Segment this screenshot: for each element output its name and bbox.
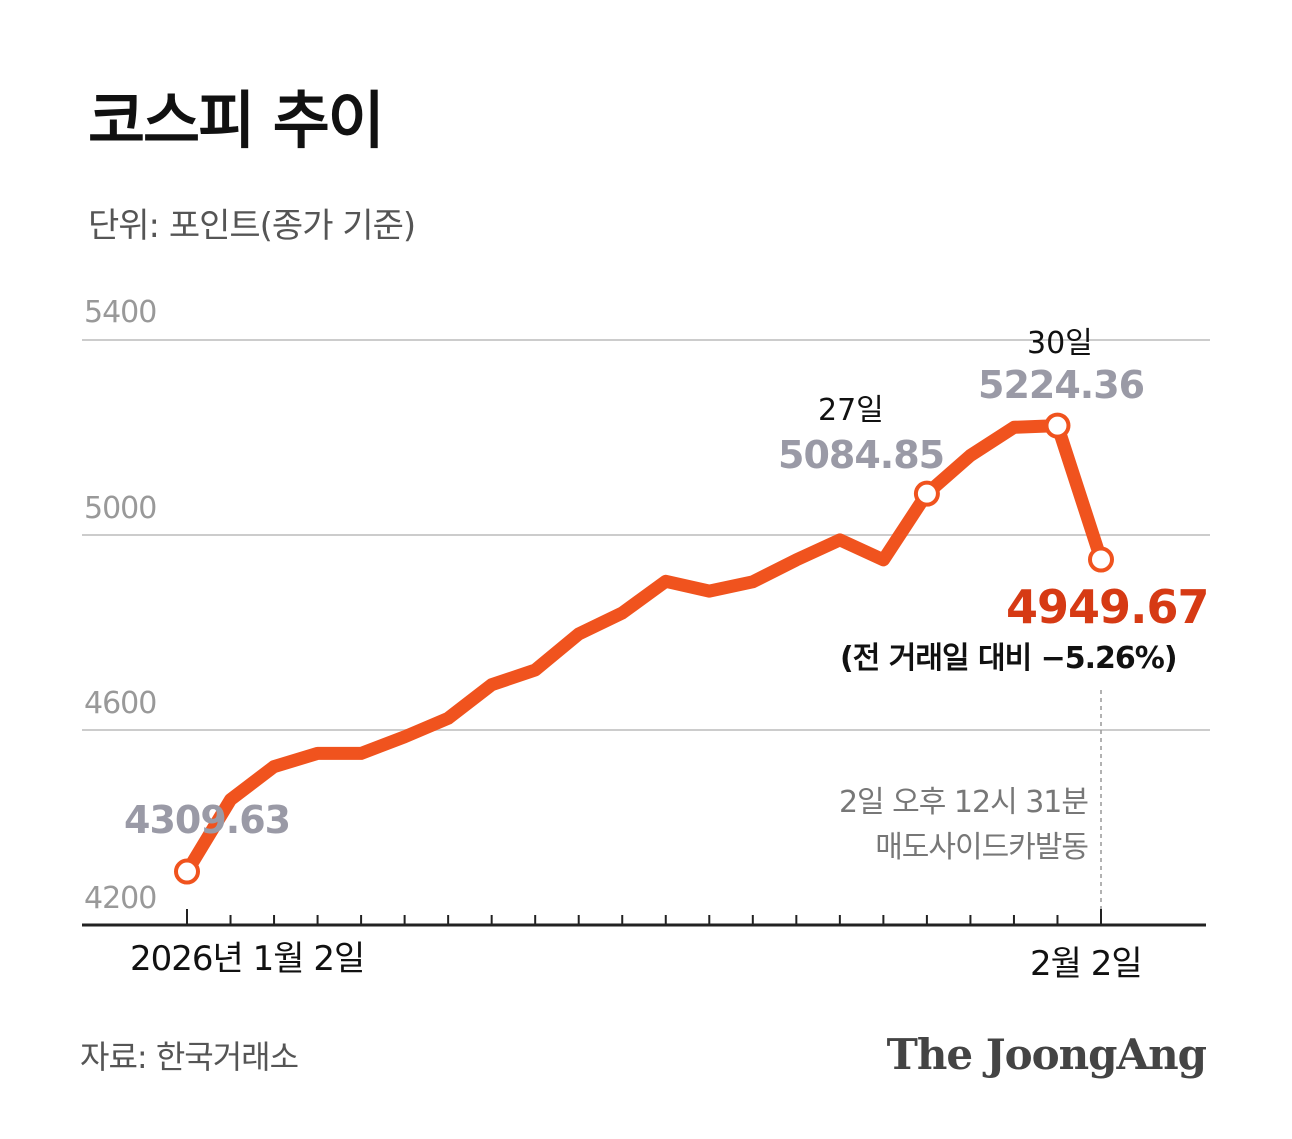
data-point-3 <box>314 750 321 757</box>
data-point-1 <box>227 796 234 803</box>
data-point-12 <box>706 588 713 595</box>
data-point-8 <box>532 667 539 674</box>
data-point-10 <box>619 610 626 616</box>
marker-group <box>174 412 1114 885</box>
series-line-kospi <box>180 419 1108 879</box>
data-point-13 <box>749 578 756 585</box>
day27-date-label: 27일 <box>818 393 884 428</box>
ytick-label-5400: 5400 <box>84 295 156 330</box>
gridlines <box>82 339 1210 731</box>
day30-date-label: 30일 <box>1027 326 1093 361</box>
data-point-4 <box>358 750 365 757</box>
event-note-line2: 매도사이드카발동 <box>875 830 1088 865</box>
annotation-group: 5400 5000 4600 4200 2026년 1월 2일 2월 2일 43… <box>84 295 1210 984</box>
ytick-label-4200: 4200 <box>84 881 156 916</box>
data-point-11 <box>662 578 669 585</box>
start-value-label: 4309.63 <box>124 798 290 842</box>
final-change-label: (전 거래일 대비 −5.26%) <box>840 641 1177 676</box>
event-note-line1: 2일 오후 12시 31분 <box>839 785 1088 820</box>
data-point-2 <box>271 763 278 770</box>
unit-label: 단위: 포인트(종가 기준) <box>88 206 416 246</box>
marker-day27 <box>913 480 940 507</box>
data-point-5 <box>401 733 408 740</box>
brand-logo: The JoongAng <box>886 1030 1207 1079</box>
marker-final <box>1088 546 1114 573</box>
data-point-14 <box>793 556 800 563</box>
x-start-label: 2026년 1월 2일 <box>130 939 364 979</box>
data-point-9 <box>575 630 582 637</box>
marker-start <box>174 858 200 885</box>
data-point-19 <box>1010 424 1017 431</box>
day30-value-label: 5224.36 <box>978 363 1144 407</box>
data-point-18 <box>967 452 974 459</box>
data-point-6 <box>445 715 452 722</box>
data-point-7 <box>488 681 495 688</box>
x-axis <box>82 690 1206 927</box>
marker-day30 <box>1044 412 1071 439</box>
data-point-15 <box>836 536 843 543</box>
series-line-group <box>180 419 1108 879</box>
day27-value-label: 5084.85 <box>778 433 944 477</box>
source-label: 자료: 한국거래소 <box>80 1038 299 1076</box>
data-point-16 <box>880 556 887 563</box>
x-end-label: 2월 2일 <box>1030 944 1142 984</box>
final-value-label: 4949.67 <box>1006 580 1209 634</box>
ytick-label-5000: 5000 <box>84 491 156 526</box>
ytick-label-4600: 4600 <box>84 686 156 721</box>
chart-title: 코스피 추이 <box>88 84 385 157</box>
